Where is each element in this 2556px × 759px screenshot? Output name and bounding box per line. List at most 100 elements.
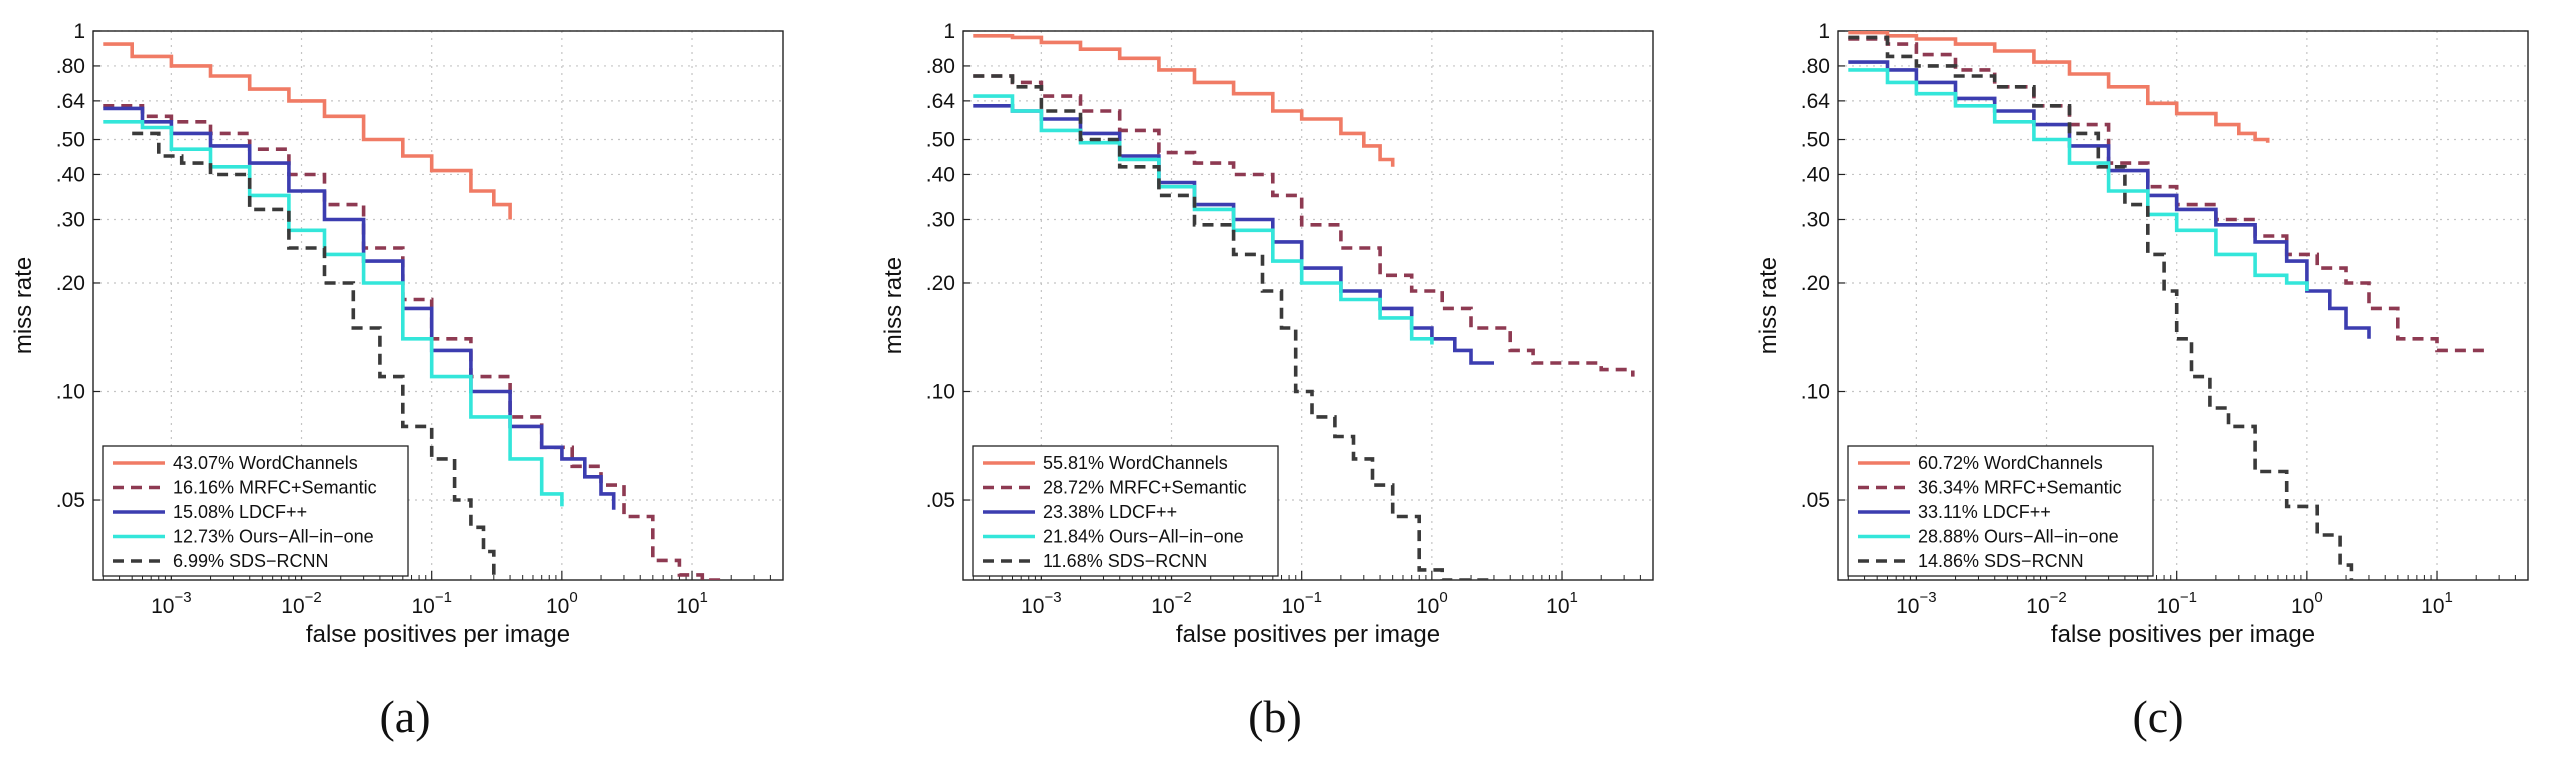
legend: 43.07% WordChannels 16.16% MRFC+Semantic 1… [102, 445, 409, 577]
x-tick-exponent: −3 [174, 589, 191, 606]
x-tick-label: 100 [546, 589, 578, 618]
y-tick-label: .20 [56, 272, 85, 295]
legend-label: 23.38% LDCF++ [1043, 502, 1177, 522]
y-tick-label: .80 [1801, 55, 1830, 78]
x-axis-label: false positives per image [1176, 621, 1440, 648]
series-line [973, 74, 1494, 580]
legend-label: 60.72% WordChannels [1918, 453, 2103, 473]
y-axis-label: miss rate [1755, 257, 1782, 354]
legend: 55.81% WordChannels 28.72% MRFC+Semantic 2… [972, 445, 1279, 577]
x-tick-exponent: 1 [1570, 589, 1578, 606]
legend-label: 43.07% WordChannels [173, 453, 358, 473]
y-tick-label: .80 [926, 55, 955, 78]
y-tick-label: .80 [56, 55, 85, 78]
legend-label: 36.34% MRFC+Semantic [1918, 478, 2122, 498]
x-tick-base: 10 [1416, 595, 1439, 618]
x-tick-base: 10 [2026, 595, 2049, 618]
x-axis-label: false positives per image [306, 621, 570, 648]
x-tick-label: 10−3 [1896, 589, 1936, 618]
x-tick-label: 10−3 [1021, 589, 1061, 618]
plot-frame [962, 30, 1654, 581]
x-tick-base: 10 [411, 595, 434, 618]
x-tick-base: 10 [281, 595, 304, 618]
x-tick-label: 10−1 [1281, 589, 1321, 618]
series-line [1848, 68, 2309, 291]
series-line [103, 42, 512, 220]
x-tick-base: 10 [2421, 595, 2444, 618]
x-tick-exponent: −3 [1919, 589, 1936, 606]
x-tick-label: 10−2 [281, 589, 321, 618]
x-tick-exponent: −3 [1044, 589, 1061, 606]
y-tick-label: .30 [56, 208, 85, 231]
y-tick-label: .10 [926, 381, 955, 404]
x-tick-label: 10−1 [411, 589, 451, 618]
plot-frame [1837, 30, 2529, 581]
x-tick-base: 10 [1896, 595, 1919, 618]
x-tick-label: 10−2 [2026, 589, 2066, 618]
x-tick-exponent: 1 [700, 589, 708, 606]
y-tick-label: 1 [1818, 20, 1830, 43]
series-line [973, 74, 1635, 377]
series-line [1848, 60, 2371, 339]
y-tick-label: 1 [73, 20, 85, 43]
x-tick-base: 10 [1021, 595, 1044, 618]
y-axis-label: miss rate [880, 257, 907, 354]
series-line [103, 120, 564, 507]
x-tick-base: 10 [1546, 595, 1569, 618]
panel-caption: (b) [1248, 691, 1302, 742]
y-tick-label: .50 [926, 129, 955, 152]
panel-caption: (a) [379, 691, 430, 742]
series-group [973, 34, 1635, 580]
y-tick-label: .05 [56, 489, 85, 512]
x-tick-exponent: −1 [2180, 589, 2197, 606]
plot-frame [92, 30, 784, 581]
x-tick-label: 101 [676, 589, 708, 618]
legend-label: 16.16% MRFC+Semantic [173, 478, 377, 498]
y-tick-label: .64 [1801, 90, 1831, 113]
x-tick-label: 101 [2421, 589, 2453, 618]
series-line [1848, 35, 2354, 580]
y-axis-label: miss rate [10, 257, 37, 354]
x-tick-exponent: −2 [1175, 589, 1192, 606]
x-tick-exponent: 0 [1439, 589, 1447, 606]
x-tick-exponent: −2 [2050, 589, 2067, 606]
x-tick-base: 10 [2291, 595, 2314, 618]
x-tick-base: 10 [676, 595, 699, 618]
x-tick-exponent: 1 [2445, 589, 2453, 606]
y-tick-label: .30 [926, 208, 955, 231]
x-tick-exponent: −1 [435, 589, 452, 606]
y-tick-label: .20 [1801, 272, 1830, 295]
series-group [103, 42, 726, 580]
x-tick-exponent: −1 [1305, 589, 1322, 606]
legend-label: 12.73% Ours−All−in−one [173, 527, 374, 547]
y-tick-label: .40 [926, 163, 955, 186]
y-tick-label: .64 [926, 90, 956, 113]
x-tick-base: 10 [1151, 595, 1174, 618]
x-tick-label: 10−3 [151, 589, 191, 618]
x-tick-label: 10−2 [1151, 589, 1191, 618]
legend-label: 14.86% SDS−RCNN [1918, 551, 2084, 571]
series-line [103, 104, 726, 580]
series-line [973, 94, 1434, 345]
legend: 60.72% WordChannels 36.34% MRFC+Semantic 3… [1847, 445, 2154, 577]
x-tick-exponent: −2 [305, 589, 322, 606]
legend-label: 28.88% Ours−All−in−one [1918, 527, 2119, 547]
x-tick-base: 10 [546, 595, 569, 618]
x-tick-label: 101 [1546, 589, 1578, 618]
y-tick-label: .30 [1801, 208, 1830, 231]
y-tick-label: .40 [1801, 163, 1830, 186]
legend-label: 28.72% MRFC+Semantic [1043, 478, 1247, 498]
x-axis-label: false positives per image [2051, 621, 2315, 648]
x-tick-label: 100 [2291, 589, 2323, 618]
x-tick-base: 10 [2156, 595, 2179, 618]
legend-label: 11.68% SDS−RCNN [1043, 551, 1207, 571]
y-tick-label: .05 [926, 489, 955, 512]
x-tick-exponent: 0 [569, 589, 577, 606]
legend-label: 21.84% Ours−All−in−one [1043, 527, 1244, 547]
legend-label: 55.81% WordChannels [1043, 453, 1228, 473]
y-tick-label: 1 [943, 20, 955, 43]
y-tick-label: .50 [56, 129, 85, 152]
x-tick-label: 100 [1416, 589, 1448, 618]
